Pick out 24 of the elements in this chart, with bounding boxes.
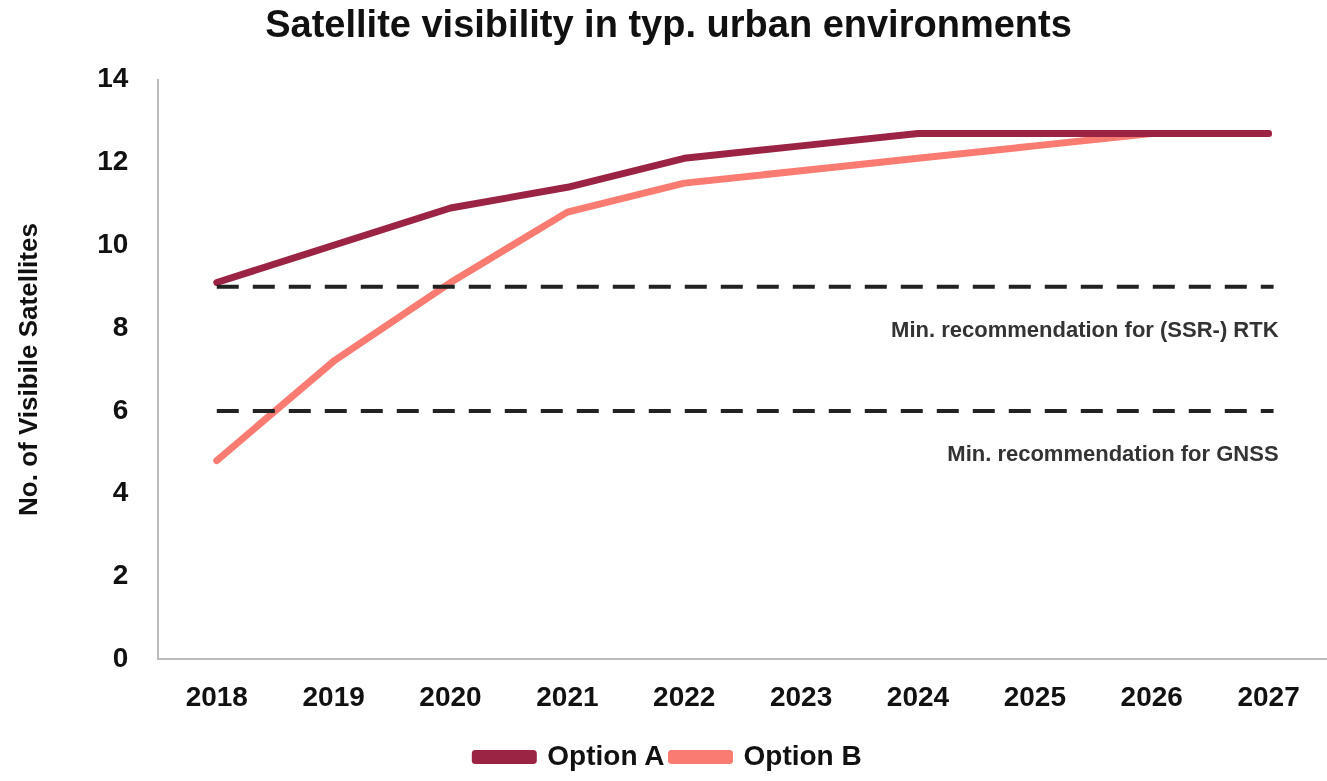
x-tick-label: 2018 xyxy=(185,680,248,712)
x-tick-label: 2020 xyxy=(419,680,482,712)
y-tick-label: 12 xyxy=(97,145,129,177)
x-tick-label: 2024 xyxy=(886,680,950,712)
y-tick-label: 6 xyxy=(112,393,129,425)
ref-line-label: Min. recommendation for GNSS xyxy=(947,440,1279,466)
x-tick-label: 2027 xyxy=(1237,680,1300,712)
x-tick-label: 2021 xyxy=(536,680,599,712)
y-tick-label: 10 xyxy=(97,227,129,259)
ref-line-label: Min. recommendation for (SSR-) RTK xyxy=(891,316,1279,342)
legend-label: Option A xyxy=(547,739,665,771)
x-tick-label: 2019 xyxy=(302,680,365,712)
y-tick-label: 0 xyxy=(112,642,129,674)
x-tick-label: 2023 xyxy=(769,680,833,712)
y-tick-label: 14 xyxy=(97,62,129,94)
x-tick-label: 2025 xyxy=(1003,680,1066,712)
legend-label: Option B xyxy=(743,739,862,771)
y-tick-label: 8 xyxy=(112,310,129,342)
x-tick-label: 2026 xyxy=(1120,680,1183,712)
chart-title: Satellite visibility in typ. urban environments xyxy=(265,3,1072,46)
y-tick-label: 2 xyxy=(112,559,129,591)
y-axis-title: No. of Visibile Satellites xyxy=(12,223,43,516)
x-tick-label: 2022 xyxy=(653,680,716,712)
y-tick-label: 4 xyxy=(112,476,129,508)
